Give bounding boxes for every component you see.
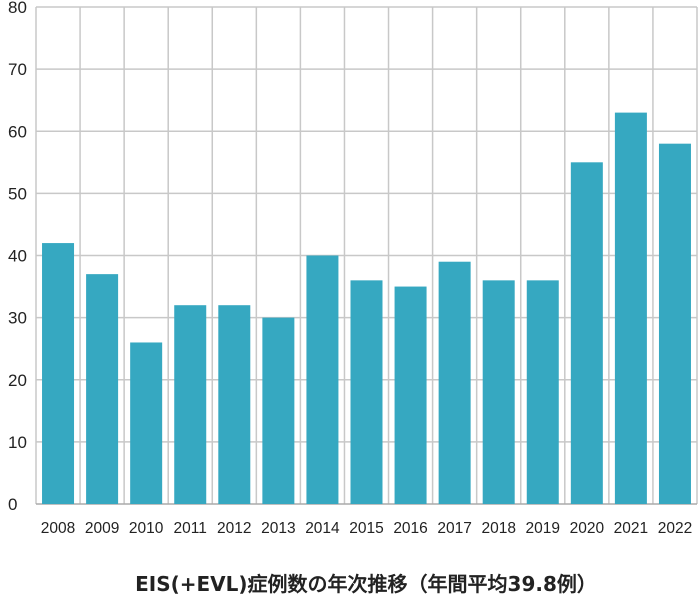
x-tick-label: 2018 xyxy=(481,520,515,537)
bar-2021 xyxy=(614,112,647,505)
bar-2018 xyxy=(482,280,515,504)
x-tick-label: 2022 xyxy=(658,520,692,537)
y-tick-label: 70 xyxy=(8,60,27,79)
x-tick-label: 2011 xyxy=(174,520,207,537)
x-tick-label: 2008 xyxy=(41,520,75,537)
y-tick-label: 10 xyxy=(8,433,27,452)
y-tick-label: 40 xyxy=(8,247,27,266)
x-axis-ticks: 2008 2009 2010 2011 2012 2013 2014 2015 2016 2017… xyxy=(41,520,692,537)
x-tick-label: 2016 xyxy=(393,520,427,537)
x-tick-label: 2019 xyxy=(526,520,560,537)
x-tick-label: 2013 xyxy=(261,520,295,537)
bar-2020 xyxy=(570,162,603,504)
bar-2012 xyxy=(218,305,251,504)
bar-2008 xyxy=(42,243,75,504)
y-tick-label: 50 xyxy=(8,184,27,203)
y-tick-label: 30 xyxy=(8,309,27,328)
x-tick-label: 2015 xyxy=(349,520,383,537)
bar-series xyxy=(42,112,691,505)
x-tick-label: 2020 xyxy=(570,520,605,537)
bar-2016 xyxy=(394,286,427,504)
x-tick-label: 2017 xyxy=(437,520,471,537)
bar-2014 xyxy=(306,255,339,504)
y-tick-label: 0 xyxy=(8,495,17,514)
bar-2011 xyxy=(174,305,207,504)
bar-2010 xyxy=(130,342,163,504)
bar-2013 xyxy=(262,317,295,504)
bar-2009 xyxy=(86,274,119,504)
bar-2017 xyxy=(438,261,471,504)
x-tick-label: 2014 xyxy=(305,520,340,537)
bar-2022 xyxy=(658,143,691,505)
y-tick-label: 20 xyxy=(8,371,27,390)
x-tick-label: 2021 xyxy=(614,520,648,537)
x-tick-label: 2010 xyxy=(129,520,164,537)
y-tick-label: 60 xyxy=(8,122,27,141)
y-axis-ticks: 0 10 20 30 40 50 60 70 80 xyxy=(8,0,27,514)
x-tick-label: 2009 xyxy=(85,520,119,537)
chart-title: EIS(+EVL)症例数の年次推移（年間平均39.8例） xyxy=(135,572,597,596)
bar-2015 xyxy=(350,280,383,504)
bar-2019 xyxy=(526,280,559,504)
y-tick-label: 80 xyxy=(8,0,27,17)
x-tick-label: 2012 xyxy=(217,520,251,537)
